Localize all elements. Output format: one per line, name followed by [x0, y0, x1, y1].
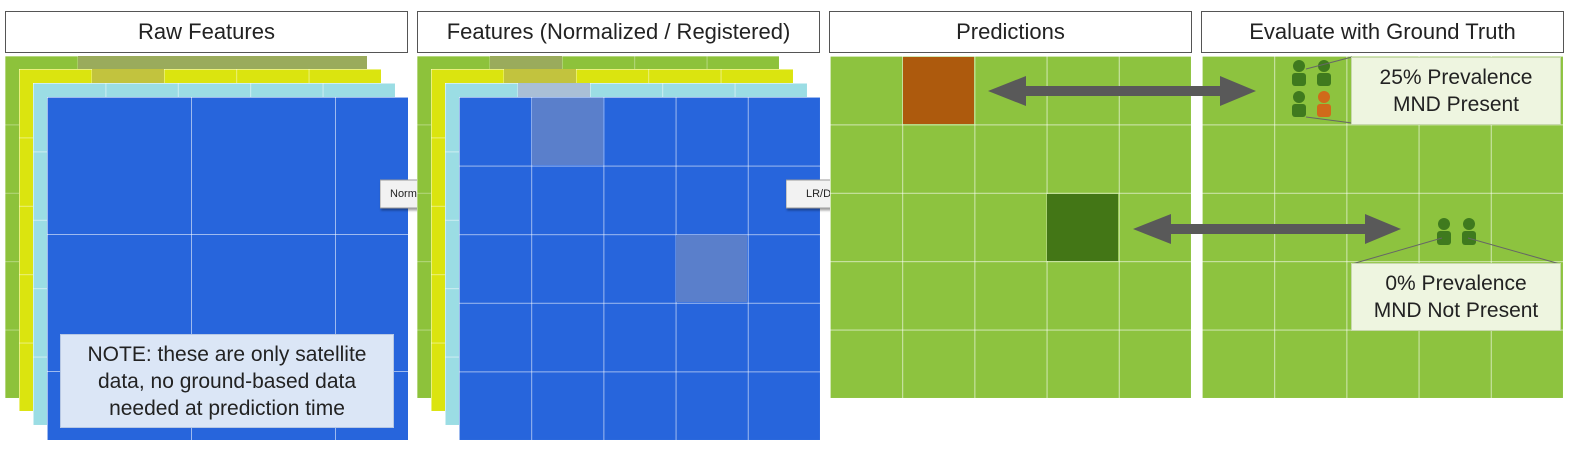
person-icon: [1317, 60, 1331, 86]
raw-layer-green-highlight: [78, 56, 367, 69]
note-line-1: NOTE: these are only satellite: [87, 342, 367, 366]
double-arrow-icon: [988, 76, 1256, 106]
satellite-note: NOTE: these are only satellite data, no …: [60, 334, 394, 428]
person-icon: [1437, 218, 1451, 245]
note-line-2: data, no ground-based data: [97, 369, 357, 393]
header-predictions: Predictions: [829, 11, 1192, 53]
predictions-grid: [830, 56, 1191, 398]
header-raw-features-label: Raw Features: [138, 19, 275, 44]
norm-layer-blue: [459, 97, 820, 440]
header-predictions-label: Predictions: [956, 19, 1065, 44]
header-normalized-features: Features (Normalized / Registered): [417, 11, 820, 53]
person-icon: [1292, 91, 1306, 117]
people-group-present: [1292, 60, 1331, 117]
header-evaluate-label: Evaluate with Ground Truth: [1249, 19, 1516, 44]
people-group-absent: [1437, 218, 1476, 245]
prevalence-present-text: 25% Prevalence: [1379, 66, 1533, 89]
norm-blue-highlight-cell: [676, 235, 747, 302]
callout-lines-absent: [1351, 237, 1561, 265]
header-evaluate: Evaluate with Ground Truth: [1201, 11, 1564, 53]
norm-layer-green-highlight: [490, 56, 562, 69]
raw-layer-yellow-highlight: [92, 69, 164, 83]
header-raw-features: Raw Features: [5, 11, 408, 53]
header-normalized-features-label: Features (Normalized / Registered): [446, 19, 791, 44]
note-line-3: needed at prediction time: [109, 396, 345, 420]
double-arrow-icon: [1133, 214, 1401, 244]
predicted-positive-cell: [903, 57, 974, 124]
norm-layer-cyan-highlight: [518, 83, 590, 97]
predicted-negative-cell: [1047, 194, 1118, 261]
norm-layer-yellow-highlight: [504, 69, 576, 83]
prevalence-absent-box: 0% Prevalence MND Not Present: [1351, 263, 1561, 331]
callout-lines-present: [1305, 56, 1353, 124]
person-icon: [1317, 91, 1331, 117]
prevalence-absent-text: 0% Prevalence: [1385, 272, 1527, 295]
norm-blue-highlight-cell: [532, 98, 603, 165]
person-icon: [1292, 60, 1306, 86]
mnd-present-text: MND Present: [1392, 93, 1520, 116]
mnd-absent-text: MND Not Present: [1373, 299, 1539, 322]
prevalence-present-box: 25% Prevalence MND Present: [1351, 57, 1561, 125]
